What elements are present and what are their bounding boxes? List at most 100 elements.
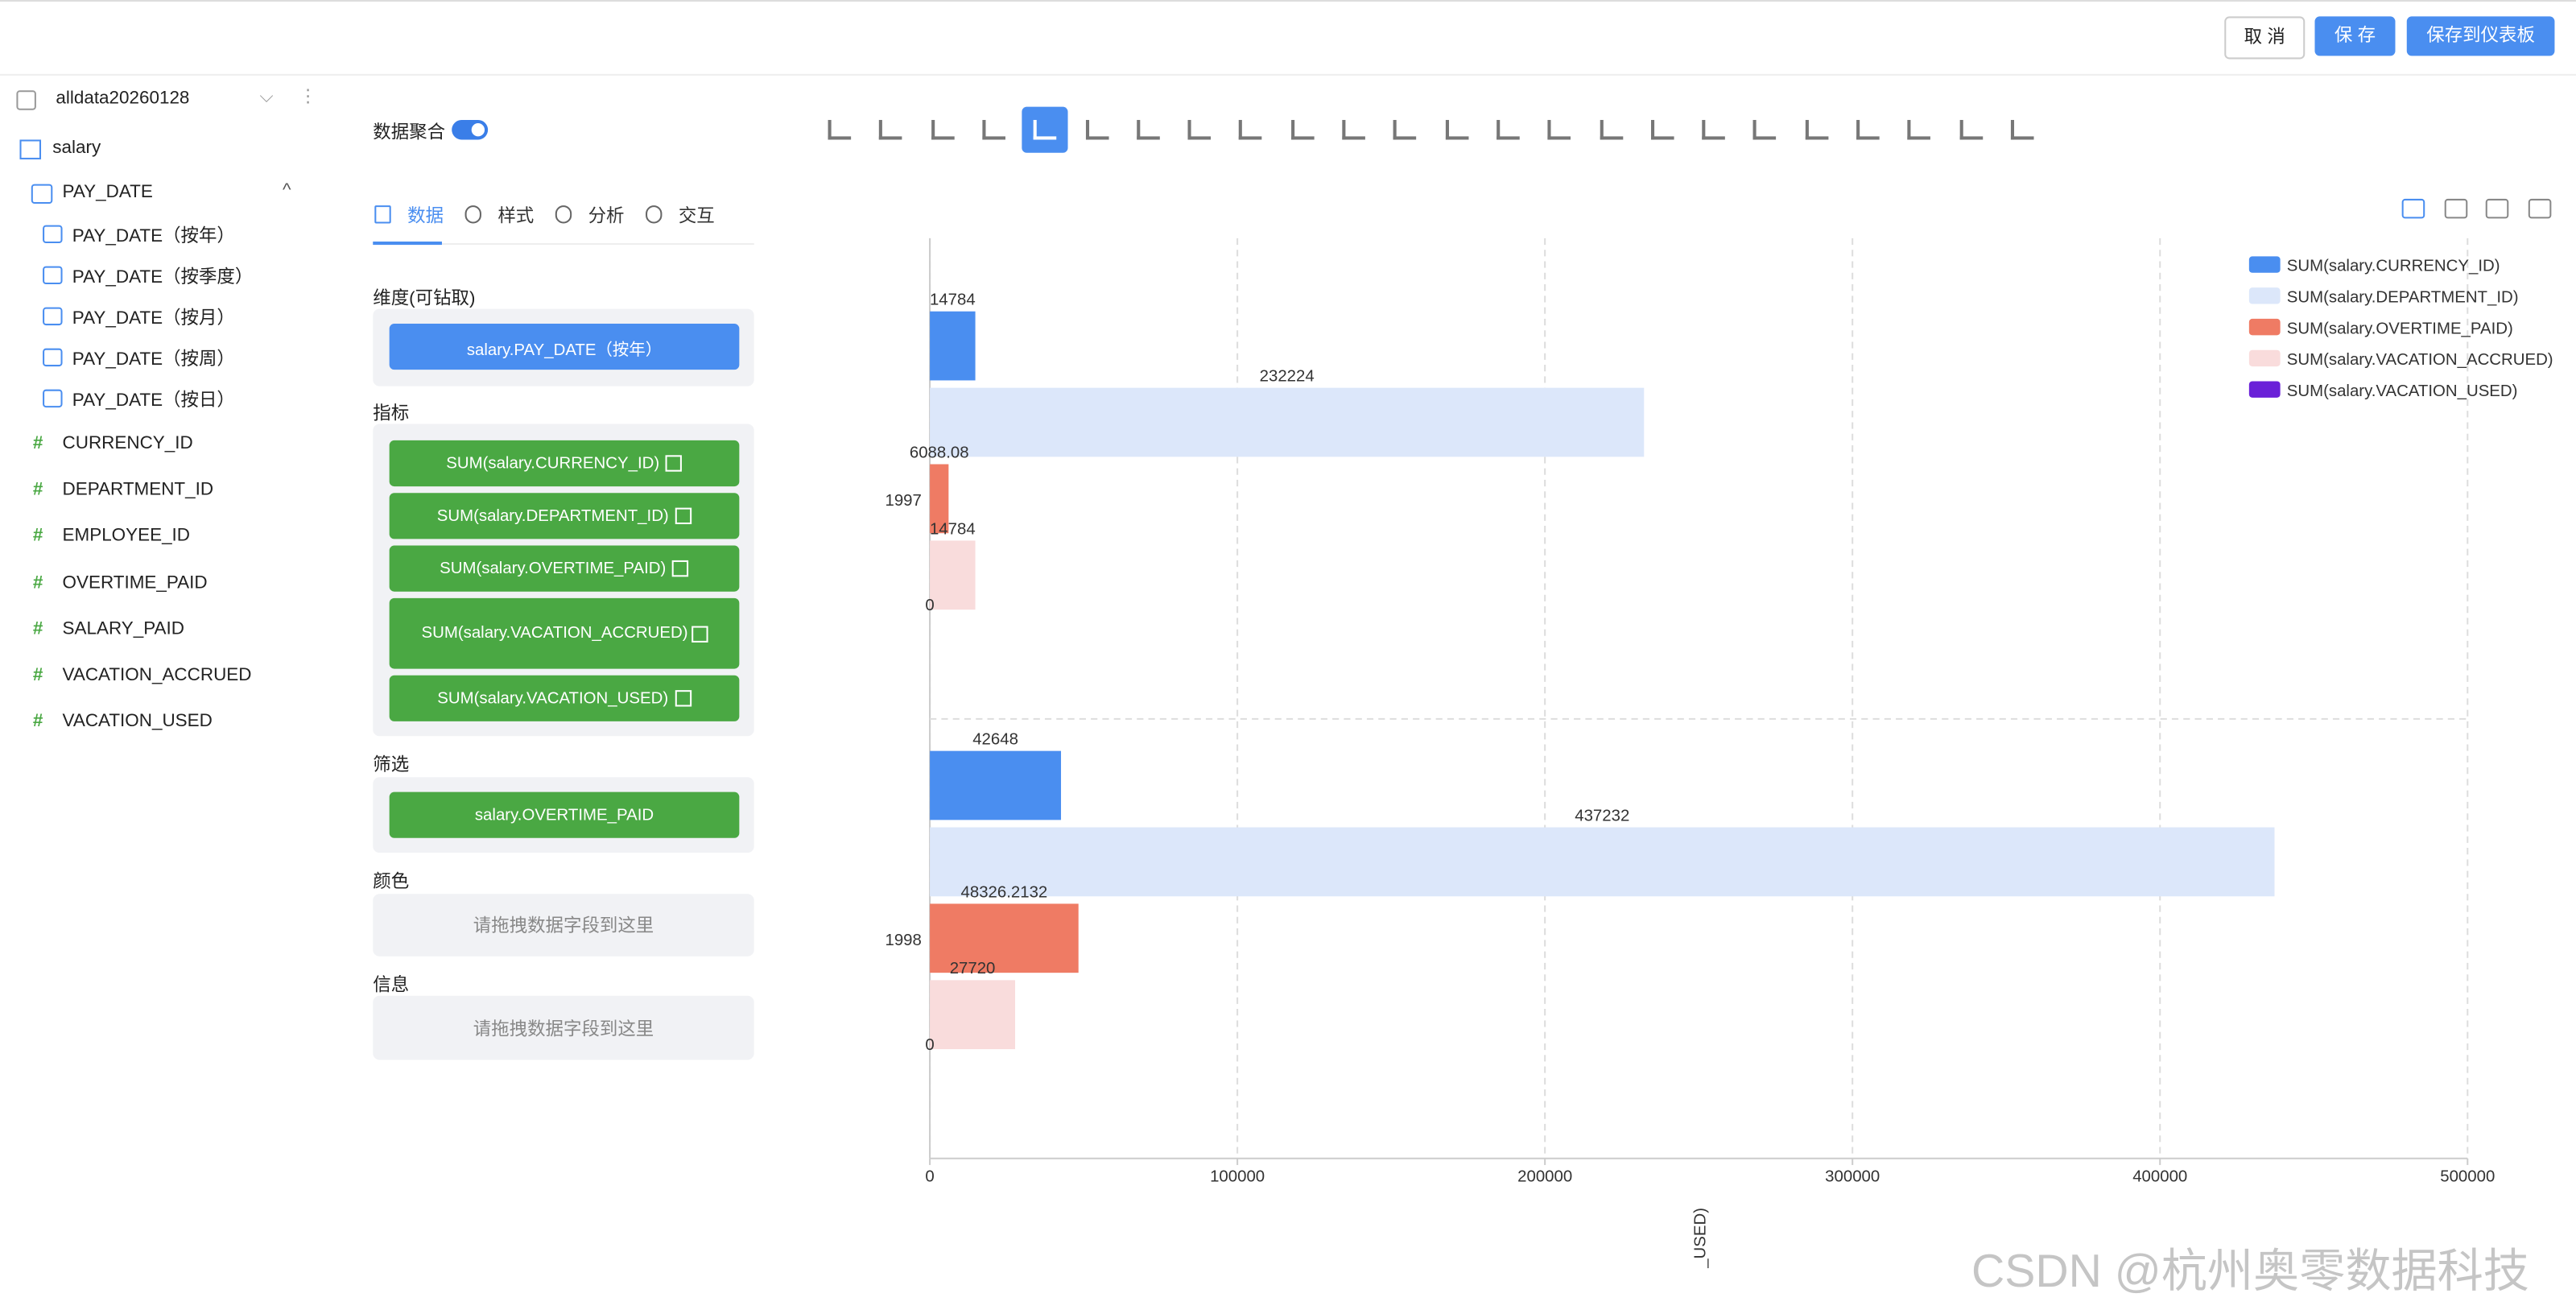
chart-type-icon[interactable] <box>1125 107 1171 153</box>
chart-type-icon[interactable] <box>1794 107 1839 153</box>
icon-glyph <box>1239 119 1263 140</box>
view-icon[interactable] <box>2443 198 2467 219</box>
tab-icon <box>464 205 481 224</box>
icon-glyph <box>1187 119 1212 140</box>
chart-type-icon[interactable] <box>1690 107 1736 153</box>
chart-type-icon[interactable] <box>971 107 1017 153</box>
date-level[interactable]: PAY_DATE（按月） <box>72 308 235 329</box>
sort-icon <box>691 625 708 642</box>
data-label: 0 <box>925 1036 934 1054</box>
chart-type-icon[interactable] <box>816 107 862 153</box>
measure-icon: # <box>32 572 43 593</box>
data-label: 48326.2132 <box>961 883 1048 901</box>
tab[interactable]: 交互 <box>678 207 715 227</box>
save-button[interactable]: 保 存 <box>2314 16 2396 56</box>
icon-glyph <box>1547 119 1571 140</box>
edit-icon[interactable] <box>16 90 36 110</box>
pill-text: SUM(salary.VACATION_USED) <box>437 689 669 708</box>
measure-field[interactable]: VACATION_ACCRUED <box>62 665 252 686</box>
metric-pill[interactable]: SUM(salary.CURRENCY_ID) <box>389 440 740 487</box>
data-label: 0 <box>925 597 934 614</box>
view-icon[interactable] <box>2527 198 2551 219</box>
pill-text: SUM(salary.OVERTIME_PAID) <box>440 559 667 578</box>
metric-pill[interactable]: SUM(salary.OVERTIME_PAID) <box>389 545 740 592</box>
chart-type-icon[interactable] <box>1587 107 1633 153</box>
dataset-name[interactable]: alldata20260128 <box>56 89 190 109</box>
tab[interactable]: 分析 <box>588 207 625 227</box>
active-tab-underline <box>373 241 442 246</box>
color-dropzone[interactable]: 请拖拽数据字段到这里 <box>373 894 754 957</box>
info-dropzone[interactable]: 请拖拽数据字段到这里 <box>373 995 754 1060</box>
chart-type-icon[interactable] <box>1074 107 1120 153</box>
metric-pill[interactable]: SUM(salary.VACATION_USED) <box>389 675 740 721</box>
table-name[interactable]: salary <box>52 138 101 158</box>
date-level[interactable]: PAY_DATE（按周） <box>72 349 235 370</box>
chart-type-icon[interactable] <box>919 107 965 153</box>
dropdown-icon[interactable]: ⌵ <box>259 87 274 107</box>
chart-type-icon[interactable] <box>1999 107 2045 153</box>
header-divider <box>0 73 2576 76</box>
measure-field[interactable]: DEPARTMENT_ID <box>62 480 214 500</box>
chart-type-icon[interactable] <box>868 107 914 153</box>
bar <box>930 311 976 381</box>
measure-field[interactable]: SALARY_PAID <box>62 618 184 639</box>
cancel-button[interactable]: 取 消 <box>2224 16 2306 60</box>
tab[interactable]: 数据 <box>407 207 444 227</box>
chart-type-icon[interactable] <box>1331 107 1377 153</box>
metrics-box: SUM(salary.CURRENCY_ID) SUM(salary.DEPART… <box>373 424 754 737</box>
measure-field[interactable]: CURRENCY_ID <box>62 433 193 454</box>
measure-icon: # <box>32 618 43 639</box>
chart-type-icon[interactable] <box>1228 107 1274 153</box>
more-icon[interactable]: ⋮ <box>299 87 317 107</box>
legend-label: SUM(salary.VACATION_USED) <box>2287 382 2518 400</box>
bar <box>930 750 1062 820</box>
icon-glyph <box>982 119 1005 140</box>
tab-divider <box>373 243 754 246</box>
aggregate-toggle[interactable] <box>452 119 489 140</box>
date-icon <box>43 307 63 326</box>
dimension-pill[interactable]: salary.PAY_DATE（按年） <box>389 324 740 370</box>
date-field[interactable]: PAY_DATE <box>62 182 153 203</box>
legend-swatch <box>2248 318 2281 336</box>
icon-glyph <box>1496 119 1520 140</box>
save-dashboard-button[interactable]: 保存到仪表板 <box>2406 16 2555 56</box>
chart-type-icon[interactable] <box>1897 107 1942 153</box>
chart-type-icon[interactable] <box>1845 107 1891 153</box>
bar <box>930 903 1079 973</box>
chart-type-icon[interactable] <box>1742 107 1788 153</box>
measure-field[interactable]: OVERTIME_PAID <box>62 572 208 593</box>
chart-type-icon[interactable] <box>1279 107 1325 153</box>
chart-type-icon[interactable] <box>1022 106 1068 153</box>
tab[interactable]: 样式 <box>497 207 535 227</box>
metric-pill[interactable]: SUM(salary.DEPARTMENT_ID) <box>389 493 740 539</box>
legend-swatch <box>2248 256 2281 273</box>
icon-glyph <box>1445 119 1468 140</box>
top-border <box>0 0 2576 2</box>
aggregate-label: 数据聚合 <box>373 123 446 143</box>
view-icon[interactable] <box>2401 198 2425 219</box>
chart-type-icon[interactable] <box>1434 107 1480 153</box>
chart-type-icon[interactable] <box>1948 107 1994 153</box>
date-icon <box>31 184 53 205</box>
chart-type-icon[interactable] <box>1485 107 1531 153</box>
chart-type-icon[interactable] <box>1537 107 1583 153</box>
chart-type-icon[interactable] <box>1176 107 1222 153</box>
filter-pill[interactable]: salary.OVERTIME_PAID <box>389 791 740 838</box>
pill-text: SUM(salary.DEPARTMENT_ID) <box>436 506 669 526</box>
date-icon <box>43 225 63 244</box>
chart-type-icon[interactable] <box>1382 107 1428 153</box>
date-level[interactable]: PAY_DATE（按日） <box>72 391 235 411</box>
date-level[interactable]: PAY_DATE（按季度） <box>72 267 254 288</box>
bar <box>930 540 976 610</box>
chart-type-icon[interactable] <box>1639 107 1685 153</box>
measure-field[interactable]: VACATION_USED <box>62 712 213 732</box>
x-tick-label: 200000 <box>1517 1167 1572 1185</box>
tab-icon <box>646 205 663 224</box>
collapse-icon[interactable]: ^ <box>283 180 291 200</box>
view-icon[interactable] <box>2485 198 2509 219</box>
icon-glyph <box>879 119 903 140</box>
date-icon <box>43 389 63 408</box>
measure-field[interactable]: EMPLOYEE_ID <box>62 526 190 547</box>
metric-pill[interactable]: SUM(salary.VACATION_ACCRUED) <box>389 597 740 669</box>
date-level[interactable]: PAY_DATE（按年） <box>72 226 235 247</box>
